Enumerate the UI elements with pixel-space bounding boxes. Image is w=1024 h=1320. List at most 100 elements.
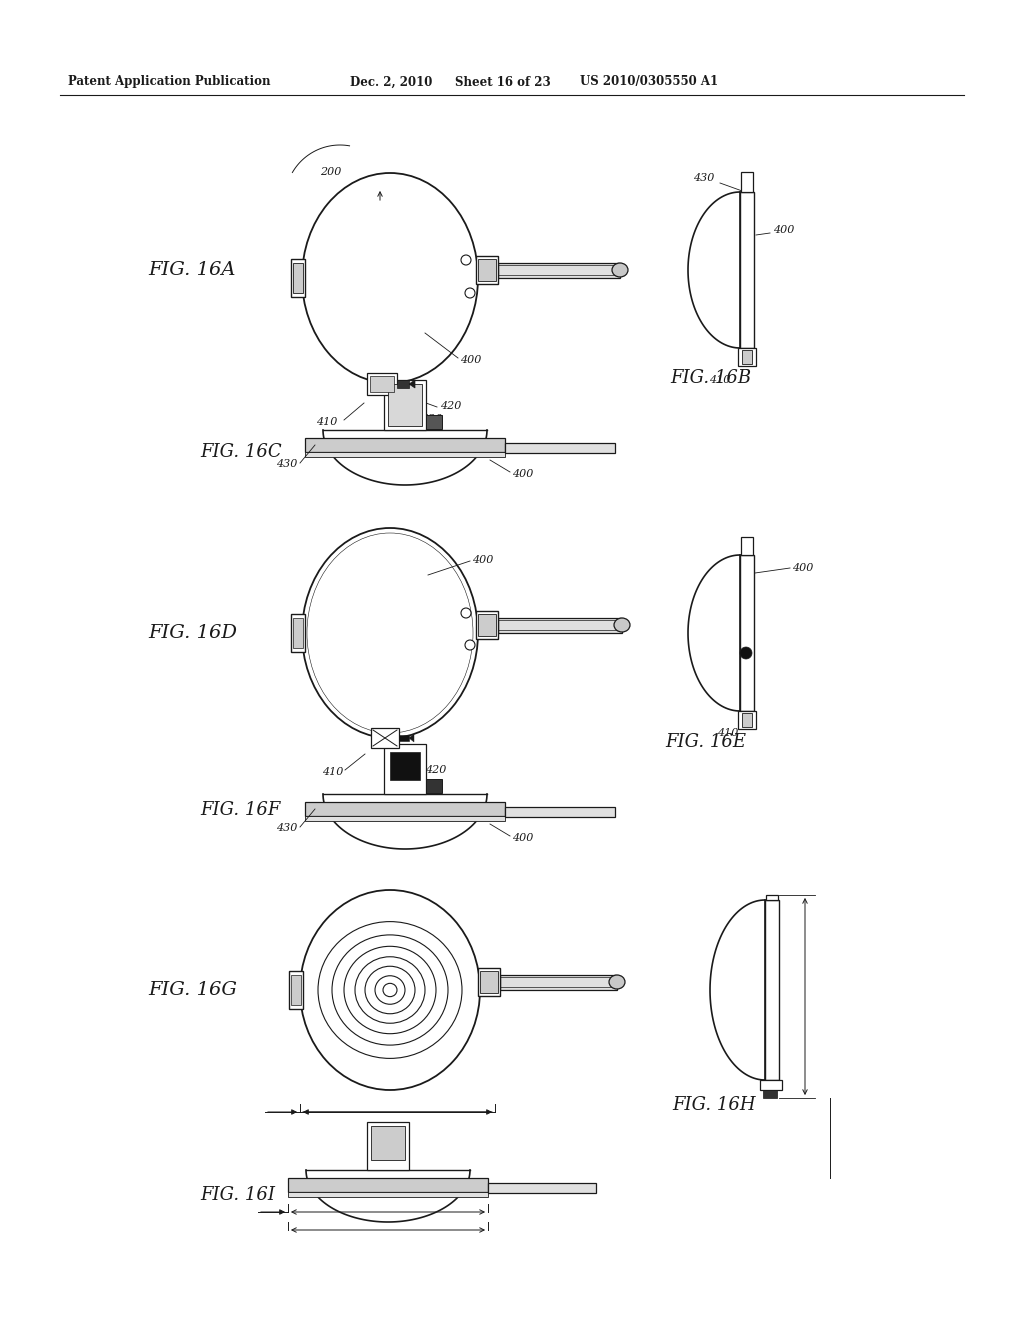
Bar — [291, 975, 301, 1005]
Polygon shape — [505, 807, 615, 817]
Bar — [476, 256, 498, 284]
Text: 410: 410 — [322, 767, 343, 777]
Bar — [426, 414, 442, 429]
Bar — [388, 384, 422, 426]
Bar — [293, 618, 303, 648]
Ellipse shape — [614, 618, 630, 632]
Text: FIG. 16A: FIG. 16A — [148, 261, 236, 279]
Text: 400: 400 — [773, 224, 795, 235]
Bar — [390, 752, 420, 780]
Polygon shape — [688, 554, 740, 711]
Bar — [305, 451, 505, 457]
Polygon shape — [306, 1170, 470, 1222]
Text: 400: 400 — [460, 355, 481, 366]
Ellipse shape — [461, 609, 471, 618]
Ellipse shape — [465, 640, 475, 649]
Bar — [480, 972, 498, 993]
Text: FIG. 16I: FIG. 16I — [200, 1185, 275, 1204]
Bar — [291, 614, 305, 652]
Text: 420: 420 — [425, 766, 446, 775]
Bar — [738, 711, 756, 729]
Text: 200: 200 — [319, 168, 341, 177]
Bar — [305, 438, 505, 451]
Bar — [291, 259, 305, 297]
Bar — [288, 1177, 488, 1192]
Bar — [741, 537, 753, 554]
Text: FIG. 16G: FIG. 16G — [148, 981, 237, 999]
Polygon shape — [498, 263, 620, 277]
Bar — [426, 779, 442, 793]
Text: 410: 410 — [718, 729, 738, 738]
Bar — [305, 816, 505, 821]
Text: 430: 430 — [275, 822, 297, 833]
Ellipse shape — [300, 890, 480, 1090]
Polygon shape — [488, 1183, 596, 1193]
Bar — [765, 900, 779, 1080]
Bar — [742, 713, 752, 727]
Ellipse shape — [461, 255, 471, 265]
Bar — [478, 614, 496, 636]
Ellipse shape — [740, 647, 752, 659]
Bar — [399, 735, 409, 741]
Text: 410: 410 — [710, 375, 731, 385]
Text: 430: 430 — [275, 459, 297, 469]
Bar — [288, 1192, 488, 1197]
Bar — [742, 350, 752, 364]
Text: 400: 400 — [472, 554, 494, 565]
Bar — [741, 172, 753, 191]
Bar — [289, 972, 303, 1008]
Bar — [397, 380, 409, 388]
Polygon shape — [498, 618, 622, 632]
Bar — [371, 729, 399, 748]
Polygon shape — [710, 900, 765, 1080]
Text: 400: 400 — [512, 833, 534, 843]
Bar — [384, 380, 426, 430]
Bar — [370, 376, 394, 392]
Text: FIG. 16H: FIG. 16H — [672, 1096, 756, 1114]
Text: FIG. 16F: FIG. 16F — [200, 801, 281, 818]
Bar — [293, 263, 303, 293]
Text: FIG. 16C: FIG. 16C — [200, 444, 282, 461]
Text: US 2010/0305550 A1: US 2010/0305550 A1 — [580, 75, 718, 88]
Text: 420: 420 — [440, 401, 462, 411]
Text: 410: 410 — [387, 752, 409, 762]
Text: 410: 410 — [315, 417, 337, 426]
Bar — [367, 1122, 409, 1170]
Text: Dec. 2, 2010: Dec. 2, 2010 — [350, 75, 432, 88]
Text: 410: 410 — [384, 389, 406, 400]
Bar — [371, 1126, 406, 1160]
Bar — [740, 554, 754, 711]
Text: 420: 420 — [421, 414, 442, 424]
Text: 430: 430 — [693, 173, 715, 183]
Polygon shape — [409, 734, 414, 742]
Polygon shape — [323, 430, 487, 484]
Polygon shape — [688, 191, 740, 348]
Text: Sheet 16 of 23: Sheet 16 of 23 — [455, 75, 551, 88]
Ellipse shape — [612, 263, 628, 277]
Bar — [763, 1090, 777, 1098]
Text: Patent Application Publication: Patent Application Publication — [68, 75, 270, 88]
Text: FIG. 16B: FIG. 16B — [670, 370, 752, 387]
Bar — [305, 803, 505, 816]
Bar — [760, 1080, 782, 1090]
Text: FIG. 16D: FIG. 16D — [148, 624, 237, 642]
Bar — [384, 744, 426, 795]
Polygon shape — [323, 795, 487, 849]
Bar — [476, 611, 498, 639]
Text: 400: 400 — [512, 469, 534, 479]
Ellipse shape — [302, 528, 478, 738]
Text: 400: 400 — [792, 564, 813, 573]
Bar — [478, 259, 496, 281]
Bar — [478, 968, 500, 997]
Polygon shape — [500, 974, 617, 990]
Bar — [766, 895, 778, 900]
Polygon shape — [409, 380, 415, 388]
Polygon shape — [505, 444, 615, 453]
Ellipse shape — [609, 975, 625, 989]
Bar — [367, 374, 397, 395]
Ellipse shape — [302, 173, 478, 383]
Ellipse shape — [465, 288, 475, 298]
Text: FIG. 16E: FIG. 16E — [665, 733, 746, 751]
Bar — [738, 348, 756, 366]
Bar — [740, 191, 754, 348]
